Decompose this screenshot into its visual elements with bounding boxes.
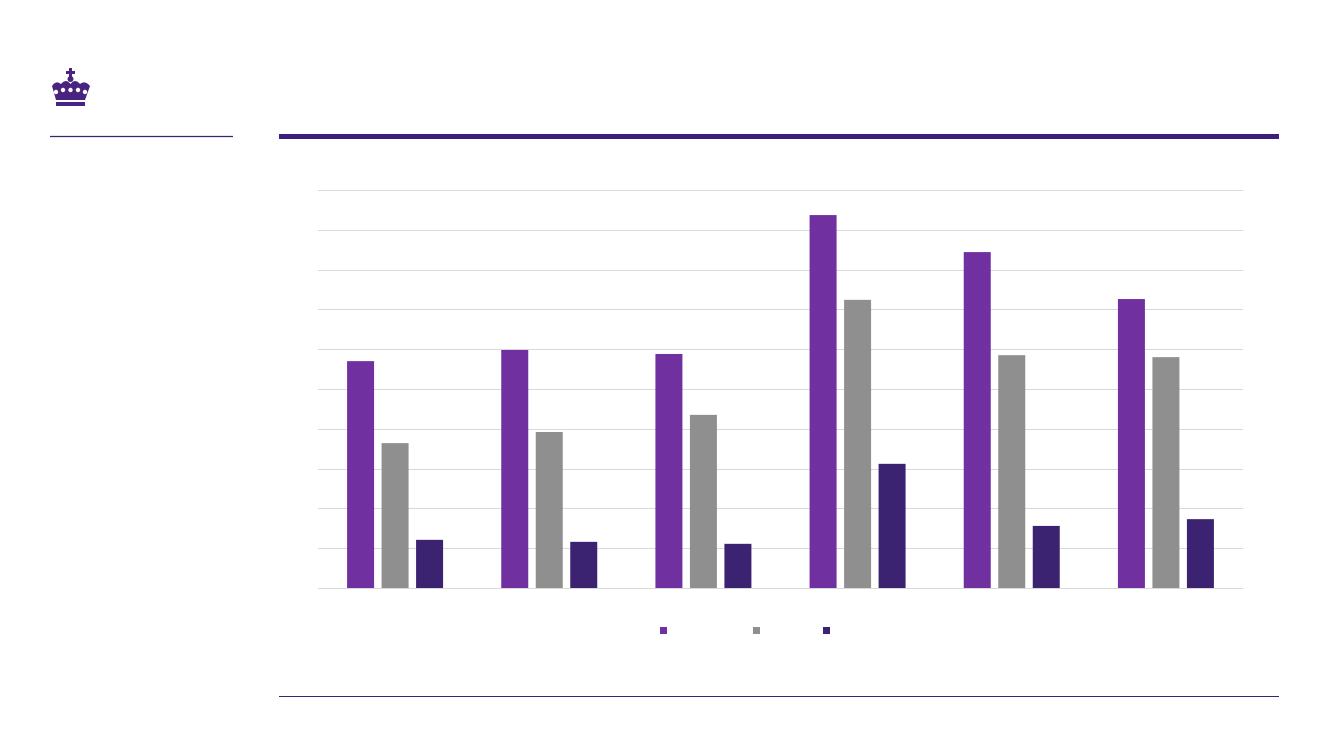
bar	[1117, 299, 1145, 588]
bar	[689, 414, 717, 588]
bar	[809, 215, 837, 588]
bar	[501, 349, 529, 588]
bar	[570, 541, 598, 588]
bar	[998, 355, 1026, 588]
bar	[1186, 519, 1214, 588]
bar	[381, 443, 409, 588]
bar	[1152, 357, 1180, 588]
bar	[963, 252, 991, 588]
legend-marker	[753, 627, 760, 634]
bar	[878, 463, 906, 588]
header-rule	[279, 134, 1279, 139]
bar	[655, 353, 683, 588]
bar	[724, 543, 752, 588]
bar	[535, 431, 563, 588]
legend-marker	[823, 627, 830, 634]
bar	[416, 539, 444, 588]
legend-marker	[660, 627, 667, 634]
bar	[347, 361, 375, 588]
bar	[844, 299, 872, 588]
crown-logo	[52, 68, 90, 106]
bar	[1032, 525, 1060, 588]
